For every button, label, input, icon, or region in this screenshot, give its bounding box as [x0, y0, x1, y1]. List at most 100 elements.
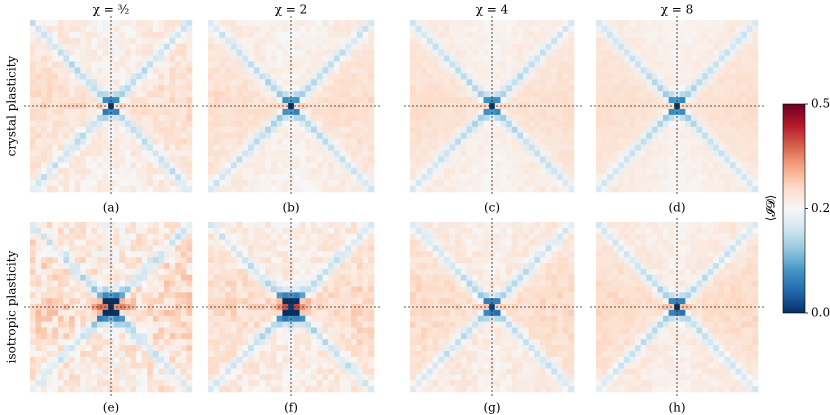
heatmap-cell [213, 227, 220, 235]
heatmap-cell [208, 174, 215, 181]
heatmap-cell [219, 97, 226, 104]
heatmap-cell [236, 327, 243, 334]
heatmap-cell [130, 20, 137, 27]
heatmap-cell [242, 108, 249, 116]
heatmap-cell [333, 186, 340, 193]
heatmap-cell [568, 144, 575, 151]
heatmap-cell [248, 257, 255, 264]
heatmap-cell [534, 132, 541, 139]
heatmap-cell [299, 20, 306, 27]
heatmap-cell [74, 144, 81, 151]
heatmap-cell [506, 73, 513, 80]
heatmap-cell [356, 114, 363, 122]
heatmap-cell [477, 97, 484, 104]
heatmap-cell [69, 268, 75, 276]
heatmap-cell [333, 251, 340, 258]
heatmap-cell [362, 180, 369, 187]
heatmap-cell [540, 144, 547, 151]
heatmap-cell [169, 350, 176, 358]
heatmap-cell [288, 245, 295, 252]
heatmap-cell [46, 49, 53, 56]
heatmap-cell [528, 132, 535, 139]
heatmap-cell [236, 108, 243, 116]
heatmap-cell [534, 79, 541, 86]
heatmap-cell [540, 386, 547, 393]
heatmap-cell [506, 386, 513, 393]
heatmap-cell [248, 174, 255, 181]
heatmap-cell [460, 103, 467, 110]
heatmap-cell [351, 108, 358, 116]
heatmap-cell [152, 274, 159, 281]
heatmap-cell [415, 304, 422, 311]
heatmap-cell [483, 380, 490, 387]
heatmap-cell [175, 339, 182, 346]
heatmap-cell [108, 257, 115, 264]
heatmap-cell [30, 362, 36, 369]
heatmap-cell [180, 162, 187, 169]
heatmap-cell [130, 227, 137, 235]
heatmap-cell [443, 257, 450, 264]
heatmap-cell [351, 132, 358, 139]
heatmap-cell [124, 304, 131, 311]
heatmap-cell [460, 227, 467, 235]
heatmap-cell [449, 350, 456, 358]
heatmap-cell [551, 227, 558, 235]
heatmap-cell [421, 227, 428, 235]
heatmap-cell [208, 156, 215, 163]
heatmap-cell [362, 91, 369, 98]
heatmap-cell [265, 73, 272, 80]
heatmap-cell [69, 55, 75, 62]
heatmap-cell [136, 120, 143, 128]
heatmap-cell [410, 274, 416, 281]
heatmap-cell [517, 380, 524, 387]
heatmap-cell [449, 120, 456, 128]
heatmap-cell [299, 362, 306, 369]
heatmap-cell [466, 37, 473, 45]
heatmap-cell [265, 380, 272, 387]
heatmap-cell [30, 227, 36, 235]
heatmap-cell [253, 20, 260, 27]
heatmap-cell [528, 233, 535, 240]
heatmap-cell [322, 350, 329, 358]
heatmap-cell [494, 97, 501, 104]
heatmap-cell [562, 156, 569, 163]
heatmap-cell [333, 339, 340, 346]
heatmap-cell [288, 180, 295, 187]
heatmap-cell [494, 339, 501, 346]
heatmap-cell [534, 362, 541, 369]
heatmap-cell [57, 362, 64, 369]
heatmap-cell [466, 55, 473, 62]
heatmap-cell [368, 67, 375, 74]
heatmap-cell [438, 339, 445, 346]
heatmap-cell [208, 286, 215, 293]
heatmap-cell [141, 268, 148, 276]
heatmap-cell [80, 85, 87, 92]
heatmap-cell [80, 126, 87, 133]
heatmap-cell [35, 73, 42, 80]
heatmap-cell [455, 333, 462, 340]
heatmap-cell [282, 174, 289, 181]
heatmap-cell [136, 380, 143, 387]
heatmap-cell [311, 186, 318, 193]
heatmap-cell [91, 37, 98, 45]
heatmap-cell [41, 327, 48, 334]
heatmap-cell [282, 356, 289, 363]
heatmap-cell [322, 263, 329, 270]
heatmap-cell [225, 97, 232, 104]
heatmap-cell [253, 126, 260, 133]
heatmap-cell [305, 350, 312, 358]
heatmap-cell [80, 108, 87, 116]
heatmap-cell [136, 251, 143, 258]
heatmap-cell [299, 298, 306, 305]
heatmap-cell [293, 114, 300, 122]
heatmap-cell [322, 43, 329, 50]
heatmap-cell [489, 43, 496, 50]
heatmap-cell [270, 268, 277, 276]
heatmap-cell [356, 333, 363, 340]
heatmap-cell [225, 298, 232, 305]
heatmap-cell [119, 315, 126, 322]
heatmap-cell [97, 114, 103, 122]
heatmap-cell [242, 333, 249, 340]
heatmap-cell [494, 156, 501, 163]
heatmap-cell [311, 333, 318, 340]
